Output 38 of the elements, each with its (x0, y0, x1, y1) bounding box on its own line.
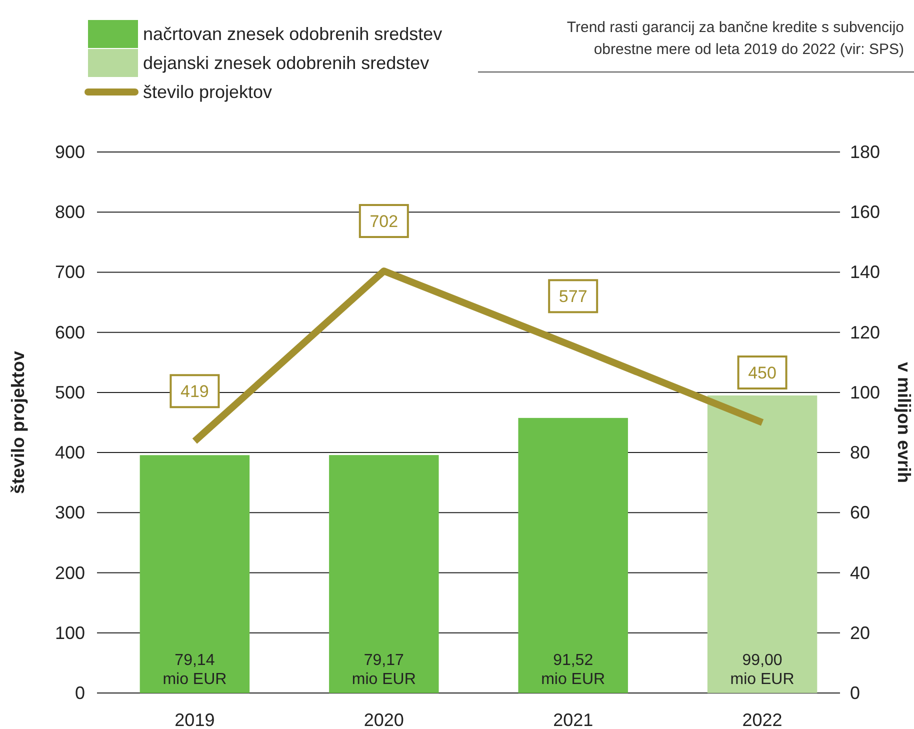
y2-tick-label: 160 (850, 202, 880, 222)
y-tick-label: 0 (74, 683, 85, 703)
y2-tick-label: 100 (850, 382, 880, 402)
y-tick-label: 900 (54, 142, 85, 162)
legend-label: število projektov (143, 82, 272, 102)
x-tick-label: 2020 (364, 710, 404, 729)
y2-tick-label: 140 (850, 262, 880, 282)
data-label: 79,17 mio EUR (352, 652, 416, 688)
chart-title: Trend rasti garancij za bančne kredite s subvencijo obrestne mere od leta 2019 do 2022 (vir: SPS) (566, 19, 904, 58)
data-label: 577 (558, 287, 588, 306)
data-label: 79,14 mio EUR (162, 652, 227, 688)
y2-tick-label: 60 (850, 502, 870, 523)
y2-tick-label: 20 (850, 622, 870, 643)
y-tick-label: 600 (54, 322, 85, 342)
x-tick-label: 2021 (553, 710, 594, 729)
legend-label: načrtovan znesek odobrenih sredstev (143, 24, 442, 44)
data-label: 702 (370, 212, 398, 232)
y2-tick-label: 40 (850, 562, 870, 583)
y-tick-label: 400 (54, 442, 85, 463)
y-tick-label: 300 (54, 502, 85, 523)
y2-tick-label: 120 (850, 322, 880, 342)
y-tick-label: 100 (54, 622, 85, 643)
y-axis-title: število projektov (8, 350, 28, 494)
x-tick-label: 2022 (742, 710, 782, 729)
y-tick-label: 800 (54, 202, 85, 222)
data-label: 419 (180, 382, 209, 402)
data-label: 91,52 mio EUR (541, 652, 606, 688)
y2-tick-label: 180 (850, 142, 880, 162)
data-label: 450 (748, 364, 776, 382)
y2-axis-title: v milijon evrih (894, 362, 914, 484)
legend-label: dejanski znesek odobrenih sredstev (143, 53, 430, 73)
y2-tick-label: 80 (850, 442, 870, 463)
x-tick-label: 2019 (174, 710, 215, 729)
y-tick-label: 200 (54, 562, 85, 583)
y-tick-label: 500 (54, 382, 85, 402)
y2-tick-label: 0 (850, 683, 860, 703)
y-tick-label: 700 (54, 262, 85, 282)
data-label: 99,00 mio EUR (730, 652, 794, 688)
